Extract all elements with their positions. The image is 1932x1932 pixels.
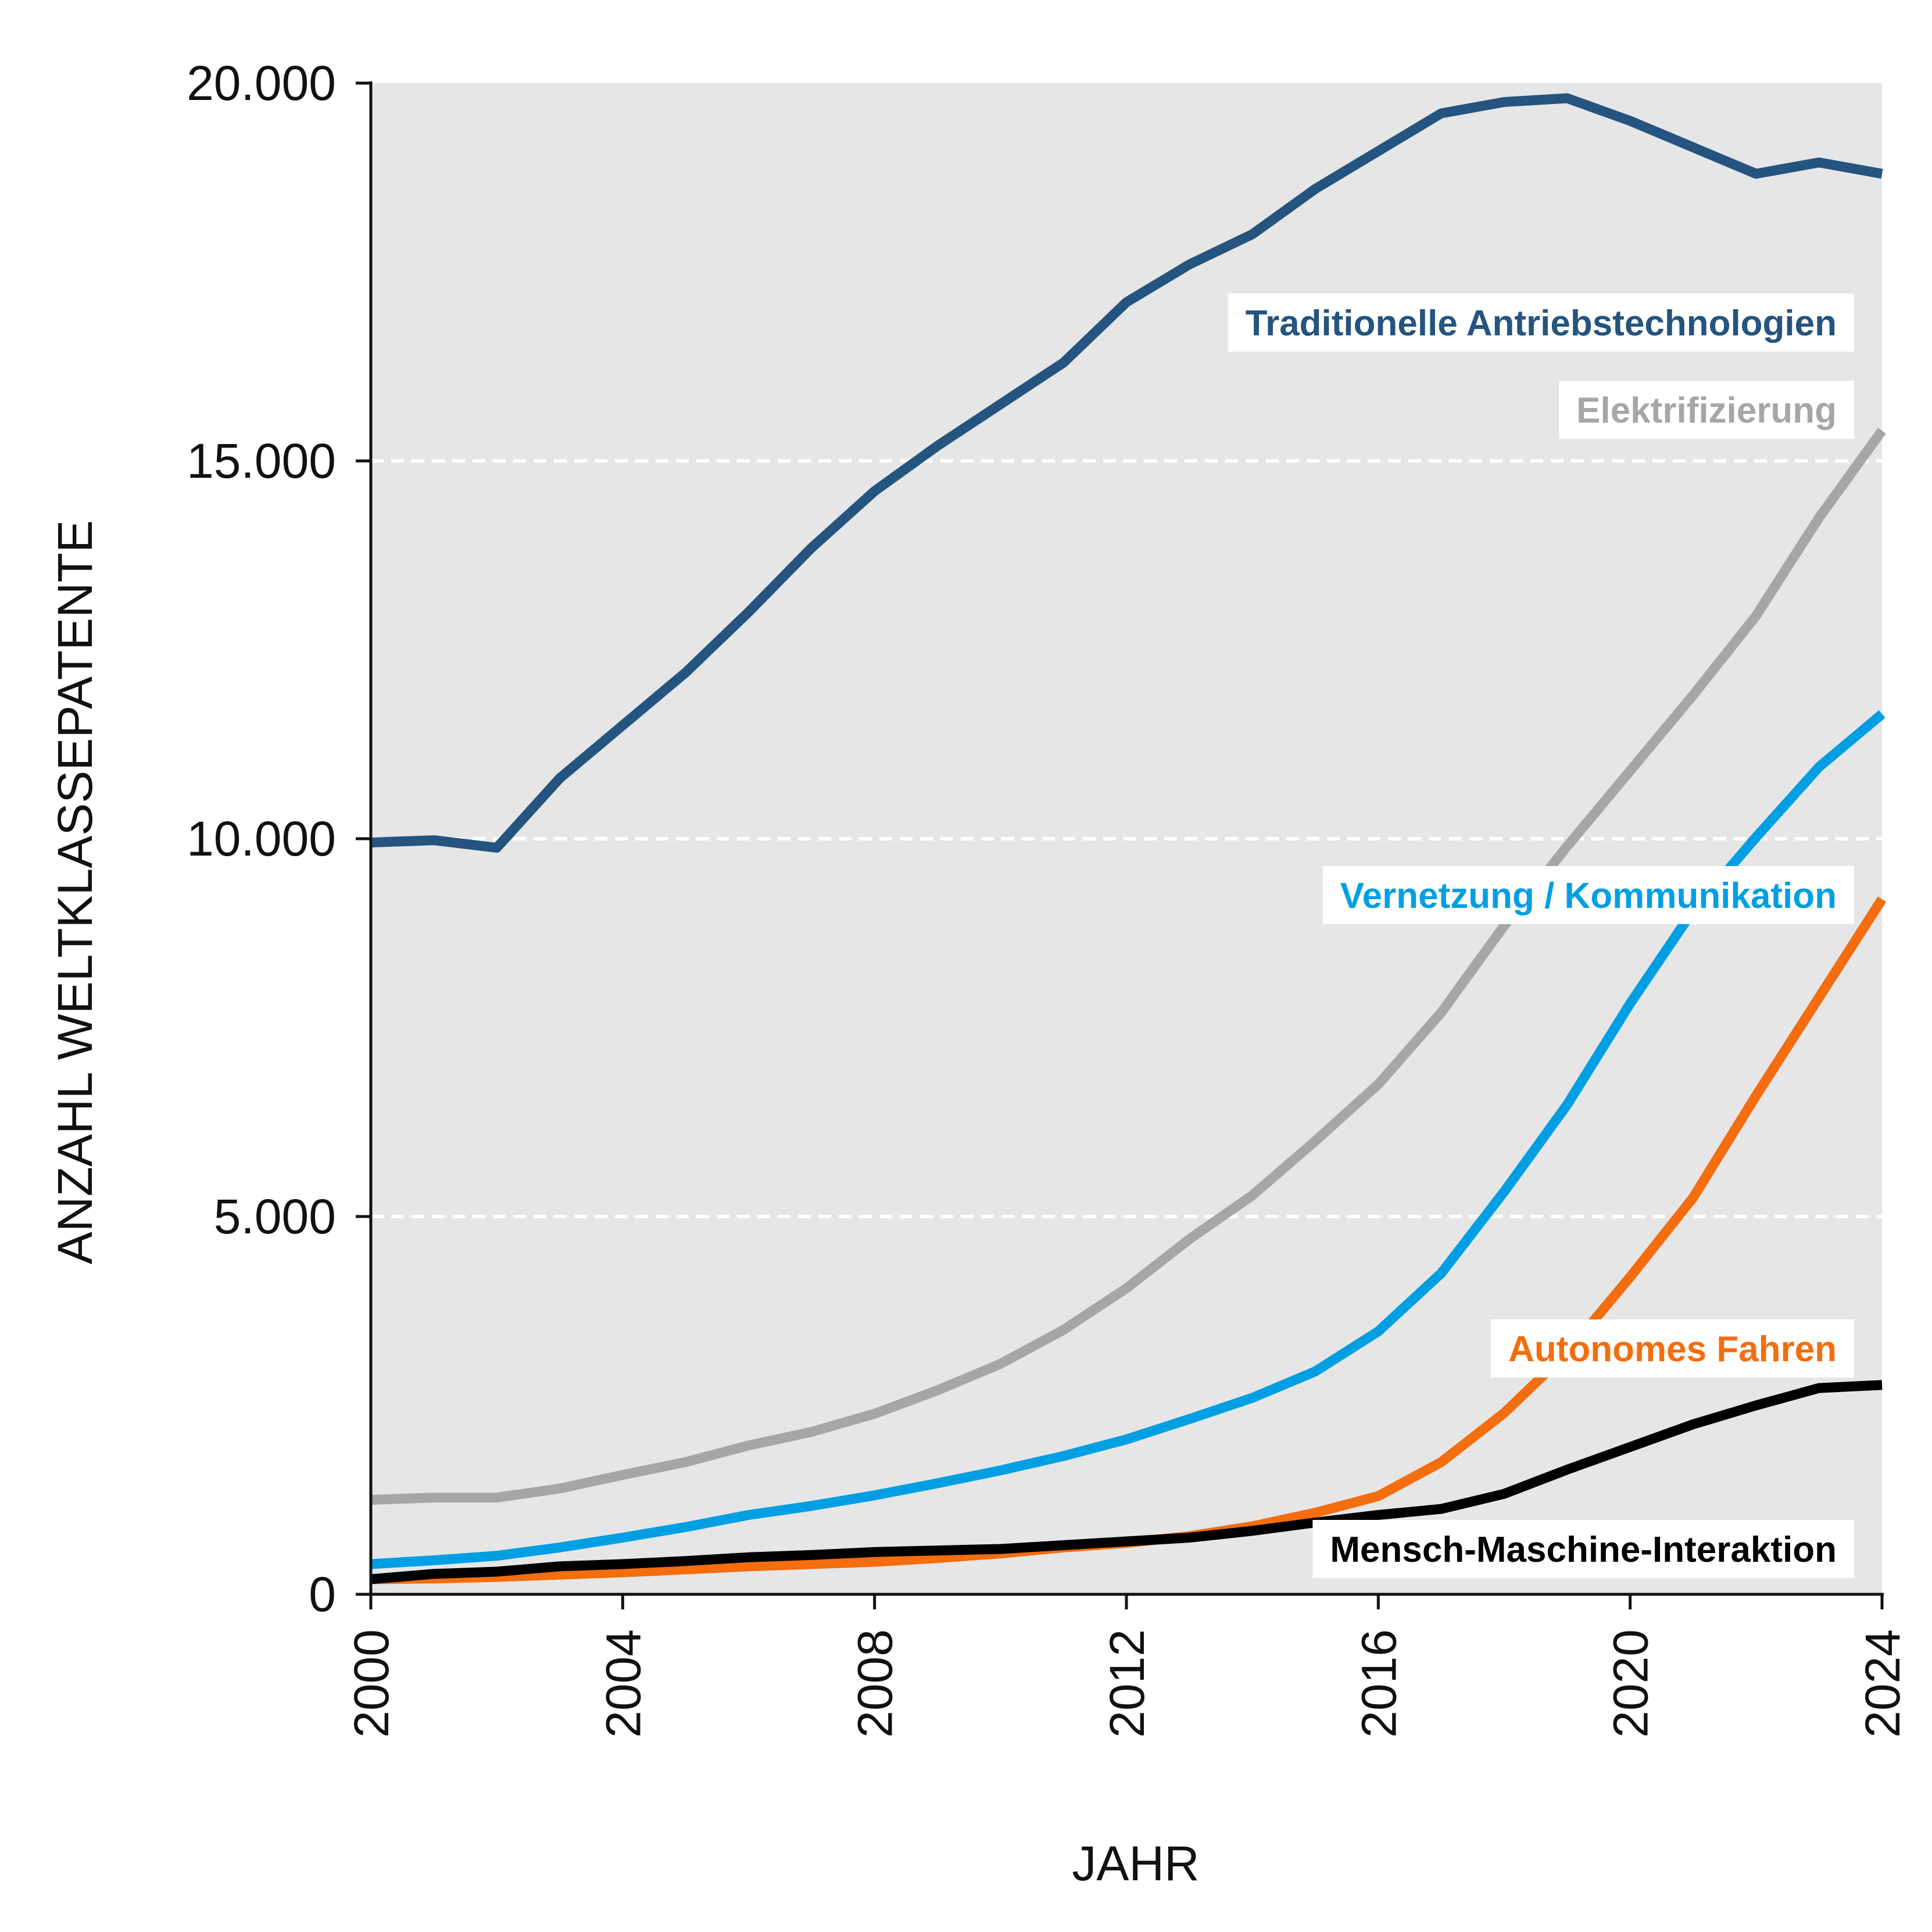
x-tick-label: 2004 — [596, 1629, 650, 1738]
series-label-2: Elektrifizierung — [1559, 381, 1854, 439]
series-label-box — [1228, 294, 1854, 352]
series-label-4: Autonomes Fahren — [1491, 1319, 1854, 1378]
x-tick-label: 2020 — [1604, 1629, 1658, 1738]
series-label-text: Elektrifizierung — [1576, 391, 1837, 431]
x-tick-label: 2024 — [1855, 1629, 1910, 1738]
series-label-5: Mensch-Maschine-Interaktion — [1312, 1520, 1854, 1578]
series-label-box — [1312, 1520, 1854, 1578]
series-lines — [370, 93, 1887, 1584]
y-tick-label: 20.000 — [187, 56, 336, 110]
x-tick-label: 2016 — [1351, 1629, 1406, 1738]
x-axis-title: JAHR — [1072, 1836, 1199, 1891]
series-label-text: Vernetzung / Kommunikation — [1340, 876, 1837, 916]
series-label-text: Autonomes Fahren — [1508, 1329, 1837, 1369]
grid — [371, 459, 1882, 1218]
axes: 0 5.000 10.000 15.000 20.000 2000 2004 2008 2012… — [187, 56, 1910, 1738]
series-line-1 — [370, 93, 1883, 853]
series-label-box — [1491, 1319, 1854, 1378]
y-axis-title: ANZAHL WELTKLASSEPATENTE — [48, 520, 102, 1265]
series-line-2 — [370, 428, 1886, 1505]
series-label-3: Vernetzung / Kommunikation — [1322, 866, 1854, 924]
x-tick-label: 2000 — [344, 1629, 399, 1738]
series-label-box — [1322, 866, 1854, 924]
series-line-5 — [370, 1380, 1883, 1584]
series-line-3 — [370, 710, 1886, 1569]
y-tick-label: 0 — [309, 1567, 336, 1622]
y-tick-label: 10.000 — [187, 811, 336, 866]
x-tick-label: 2012 — [1100, 1629, 1154, 1738]
x-tick-label: 2008 — [848, 1629, 903, 1738]
series-label-text: Traditionelle Antriebstechnologien — [1246, 303, 1837, 344]
series-labels: Traditionelle Antriebstechnologien Elektr… — [1228, 294, 1854, 1578]
series-label-box — [1559, 381, 1854, 439]
y-tick-label: 5.000 — [214, 1189, 336, 1244]
y-tick-label: 15.000 — [187, 434, 336, 488]
series-label-text: Mensch-Maschine-Interaktion — [1330, 1530, 1837, 1570]
series-label-1: Traditionelle Antriebstechnologien — [1228, 294, 1854, 352]
